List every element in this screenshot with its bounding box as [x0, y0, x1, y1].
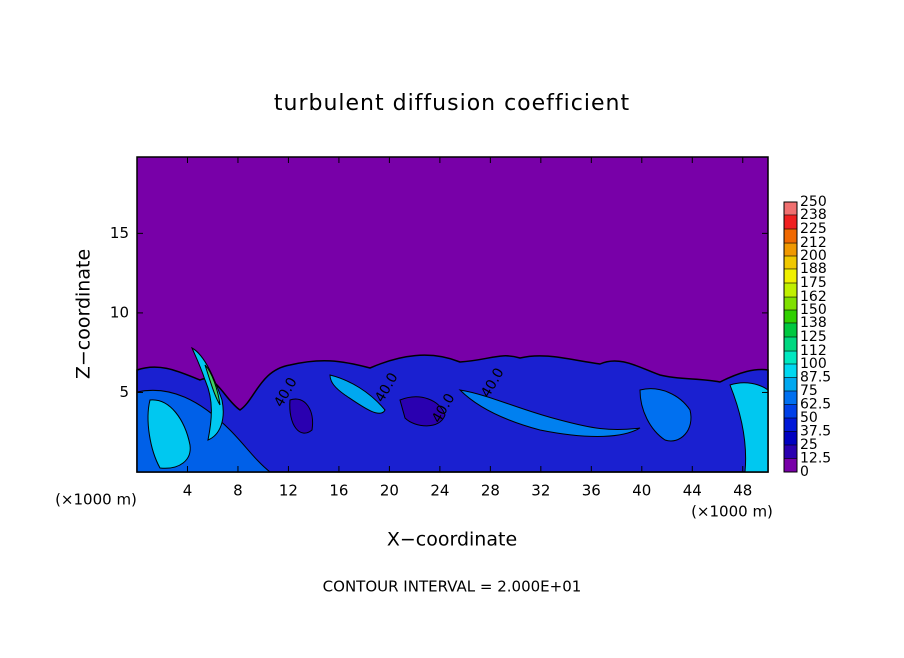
x-tick-label: 20 — [380, 482, 399, 500]
colorbar-segment — [784, 310, 797, 323]
colorbar-segment — [784, 431, 797, 445]
x-tick-label: 28 — [481, 482, 500, 500]
x-tick-label: 40 — [632, 482, 651, 500]
colorbar-segment — [784, 458, 797, 472]
chart-title: turbulent diffusion coefficient — [274, 91, 630, 116]
colorbar-label: 175 — [800, 275, 827, 291]
colorbar-label: 188 — [800, 261, 827, 277]
colorbar-segment — [784, 214, 797, 229]
colorbar-segment — [784, 377, 797, 391]
x-tick-label: 24 — [430, 482, 449, 500]
colorbar-segment — [784, 418, 797, 432]
colorbar-segment — [784, 445, 797, 459]
field-region — [147, 399, 191, 469]
colorbar-segment — [784, 404, 797, 418]
colorbar-segment — [784, 351, 797, 364]
colorbar-label: 50 — [800, 410, 818, 426]
x-tick-label: 48 — [733, 482, 752, 500]
colorbar-segment — [784, 391, 797, 405]
colorbar-segment — [784, 229, 797, 244]
colorbar-label: 37.5 — [800, 424, 831, 440]
x-unit-label: (×1000 m) — [691, 503, 773, 521]
colorbar-label: 162 — [800, 289, 827, 305]
x-tick-label: 32 — [531, 482, 550, 500]
colorbar-segment — [784, 297, 797, 310]
x-tick-label: 44 — [683, 482, 702, 500]
y-tick-label: 15 — [110, 224, 129, 242]
field-region — [204, 364, 221, 406]
colorbar-label: 238 — [800, 207, 827, 223]
colorbar-segment — [784, 322, 797, 337]
colorbar-segment — [784, 364, 797, 378]
colorbar-label: 150 — [800, 302, 827, 318]
field-region — [136, 354, 769, 473]
colorbar-segment — [784, 256, 797, 269]
colorbar-label: 125 — [800, 329, 827, 345]
plot-frame — [136, 156, 769, 473]
x-unit-label: (×1000 m) — [55, 491, 137, 509]
colorbar-label: 100 — [800, 356, 827, 372]
footer: CONTOUR INTERVAL = 2.000E+01 — [323, 578, 582, 596]
colorbar-label: 212 — [800, 235, 827, 251]
x-tick-label: 4 — [183, 482, 193, 500]
x-tick-label: 8 — [233, 482, 243, 500]
x-axis-label: X−coordinate — [387, 529, 517, 551]
field-region — [289, 398, 314, 434]
field — [136, 157, 769, 473]
field-region — [329, 374, 386, 414]
colorbar-segment — [784, 337, 797, 352]
colorbar-label: 225 — [800, 221, 827, 237]
colorbar-segment — [784, 243, 797, 256]
y-axis-label: Z−coordinate — [73, 249, 95, 379]
x-tick-label: 12 — [279, 482, 298, 500]
colorbar-label: 62.5 — [800, 397, 831, 413]
y-tick-label: 10 — [110, 303, 129, 321]
x-tick-label: 16 — [329, 482, 348, 500]
colorbar-label: 75 — [800, 383, 818, 399]
field-region — [458, 389, 641, 437]
colorbar-label: 0 — [800, 464, 809, 480]
colorbar-label: 200 — [800, 248, 827, 264]
colorbar-label: 12.5 — [800, 451, 831, 467]
colorbar-label: 87.5 — [800, 370, 831, 386]
field-region — [190, 346, 224, 441]
colorbar-segment — [784, 268, 797, 283]
y-tick-label: 5 — [119, 383, 129, 401]
field-region — [399, 396, 446, 427]
x-tick-label: 36 — [582, 482, 601, 500]
colorbar-segment — [784, 283, 797, 298]
colorbar-label: 112 — [800, 343, 827, 359]
field-region — [639, 388, 692, 442]
colorbar-label: 250 — [800, 194, 827, 210]
colorbar-label: 25 — [800, 437, 818, 453]
colorbar-segment — [784, 202, 797, 215]
colorbar-label: 138 — [800, 315, 827, 331]
